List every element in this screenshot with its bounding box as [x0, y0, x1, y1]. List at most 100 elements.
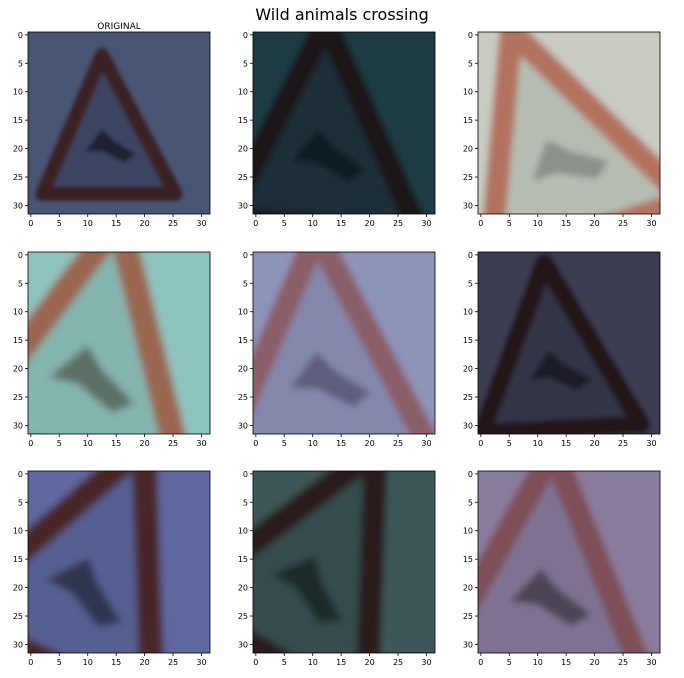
x-tick-label: 30: [421, 439, 431, 448]
image-panel: 0 5 10 15 20 25 30 0 5 10 15 20 25 30: [458, 22, 680, 234]
deer-icon: [289, 352, 372, 407]
panel-svg: 0 5 10 15 20 25 30 0 5 10 15 20 25 30 ORIGINAL: [13, 22, 211, 228]
y-tick-label: 25: [13, 173, 23, 182]
x-tick-label: 0: [28, 219, 33, 228]
y-tick-label: 15: [13, 555, 23, 564]
y-tick-label: 10: [13, 527, 23, 536]
x-tick-label: 20: [590, 658, 600, 667]
y-tick-label: 20: [13, 584, 23, 593]
x-tick-label: 30: [196, 658, 206, 667]
x-tick-label: 15: [336, 658, 346, 667]
x-tick-label: 25: [168, 439, 178, 448]
warning-triangle: [28, 252, 199, 434]
x-tick-label: 5: [57, 439, 62, 448]
y-tick-label: 20: [463, 584, 473, 593]
x-tick-label: 20: [140, 658, 150, 667]
y-tick-label: 0: [243, 31, 248, 40]
panel-svg: 0 5 10 15 20 25 30 0 5 10 15 20 25 30: [238, 251, 436, 448]
panel-svg: 0 5 10 15 20 25 30 0 5 10 15 20 25 30: [463, 470, 661, 667]
warning-triangle: [253, 471, 389, 653]
image-panel: 0 5 10 15 20 25 30 0 5 10 15 20 25 30 ORIGINAL: [8, 22, 230, 234]
x-tick-label: 10: [308, 439, 318, 448]
x-tick-label: 5: [57, 658, 62, 667]
y-tick-label: 0: [243, 470, 248, 479]
y-tick-label: 25: [463, 393, 473, 402]
panel-svg: 0 5 10 15 20 25 30 0 5 10 15 20 25 30: [463, 251, 661, 448]
y-tick-label: 15: [13, 116, 23, 125]
augmented-image: [478, 252, 660, 434]
x-tick-label: 5: [57, 219, 62, 228]
x-tick-label: 15: [111, 658, 121, 667]
y-tick-label: 30: [238, 640, 248, 649]
augmented-image: [253, 471, 435, 653]
x-tick-label: 20: [365, 439, 375, 448]
x-tick-label: 0: [478, 219, 483, 228]
y-tick-label: 20: [238, 365, 248, 374]
y-tick-label: 0: [468, 251, 473, 260]
x-tick-label: 30: [646, 658, 656, 667]
image-panel: 0 5 10 15 20 25 30 0 5 10 15 20 25 30: [233, 22, 455, 234]
x-tick-label: 10: [83, 439, 93, 448]
x-tick-label: 30: [421, 219, 431, 228]
augmented-image: [28, 471, 210, 653]
deer-icon: [49, 345, 135, 414]
x-tick-label: 30: [196, 439, 206, 448]
x-tick-label: 10: [308, 219, 318, 228]
y-tick-label: 5: [243, 279, 248, 288]
deer-icon: [509, 568, 591, 627]
x-tick-label: 0: [253, 658, 258, 667]
x-tick-label: 25: [618, 439, 628, 448]
y-tick-label: 0: [18, 470, 23, 479]
x-tick-label: 10: [533, 658, 543, 667]
x-tick-label: 5: [507, 658, 512, 667]
y-tick-label: 0: [18, 251, 23, 260]
y-tick-label: 5: [18, 279, 23, 288]
augmented-image: [478, 471, 660, 653]
y-tick-label: 10: [463, 527, 473, 536]
warning-triangle: [478, 253, 651, 434]
y-tick-label: 10: [238, 308, 248, 317]
y-tick-label: 25: [238, 393, 248, 402]
image-panel: 0 5 10 15 20 25 30 0 5 10 15 20 25 30: [233, 242, 455, 454]
y-tick-label: 20: [13, 365, 23, 374]
y-tick-label: 10: [13, 88, 23, 97]
y-tick-label: 10: [13, 308, 23, 317]
x-tick-label: 10: [83, 219, 93, 228]
warning-triangle: [253, 32, 430, 214]
x-tick-label: 5: [282, 439, 287, 448]
axes-frame: [252, 470, 436, 654]
x-tick-label: 25: [393, 658, 403, 667]
y-tick-label: 5: [468, 279, 473, 288]
x-tick-label: 15: [336, 219, 346, 228]
y-tick-label: 0: [468, 31, 473, 40]
deer-icon: [84, 128, 137, 163]
y-tick-label: 5: [243, 498, 248, 507]
x-tick-label: 20: [365, 658, 375, 667]
image-panel: 0 5 10 15 20 25 30 0 5 10 15 20 25 30: [233, 461, 455, 673]
image-panel: 0 5 10 15 20 25 30 0 5 10 15 20 25 30: [8, 242, 230, 454]
x-tick-label: 20: [140, 219, 150, 228]
x-tick-label: 15: [561, 658, 571, 667]
y-tick-label: 30: [13, 640, 23, 649]
x-tick-label: 15: [336, 439, 346, 448]
panel-svg: 0 5 10 15 20 25 30 0 5 10 15 20 25 30: [13, 251, 211, 448]
x-tick-label: 0: [28, 439, 33, 448]
x-tick-label: 10: [308, 658, 318, 667]
panel-svg: 0 5 10 15 20 25 30 0 5 10 15 20 25 30: [238, 31, 436, 228]
y-tick-label: 15: [238, 555, 248, 564]
x-tick-label: 25: [618, 219, 628, 228]
y-tick-label: 15: [238, 336, 248, 345]
x-tick-label: 25: [168, 219, 178, 228]
y-tick-label: 30: [13, 201, 23, 210]
image-panel: 0 5 10 15 20 25 30 0 5 10 15 20 25 30: [458, 461, 680, 673]
y-tick-label: 20: [238, 145, 248, 154]
y-tick-label: 25: [13, 612, 23, 621]
deer-icon: [291, 129, 366, 182]
panel-svg: 0 5 10 15 20 25 30 0 5 10 15 20 25 30: [238, 470, 436, 667]
panel-svg: 0 5 10 15 20 25 30 0 5 10 15 20 25 30: [13, 470, 211, 667]
y-tick-label: 20: [463, 365, 473, 374]
x-tick-label: 5: [507, 219, 512, 228]
x-tick-label: 0: [253, 439, 258, 448]
y-tick-label: 20: [238, 584, 248, 593]
y-tick-label: 5: [468, 59, 473, 68]
